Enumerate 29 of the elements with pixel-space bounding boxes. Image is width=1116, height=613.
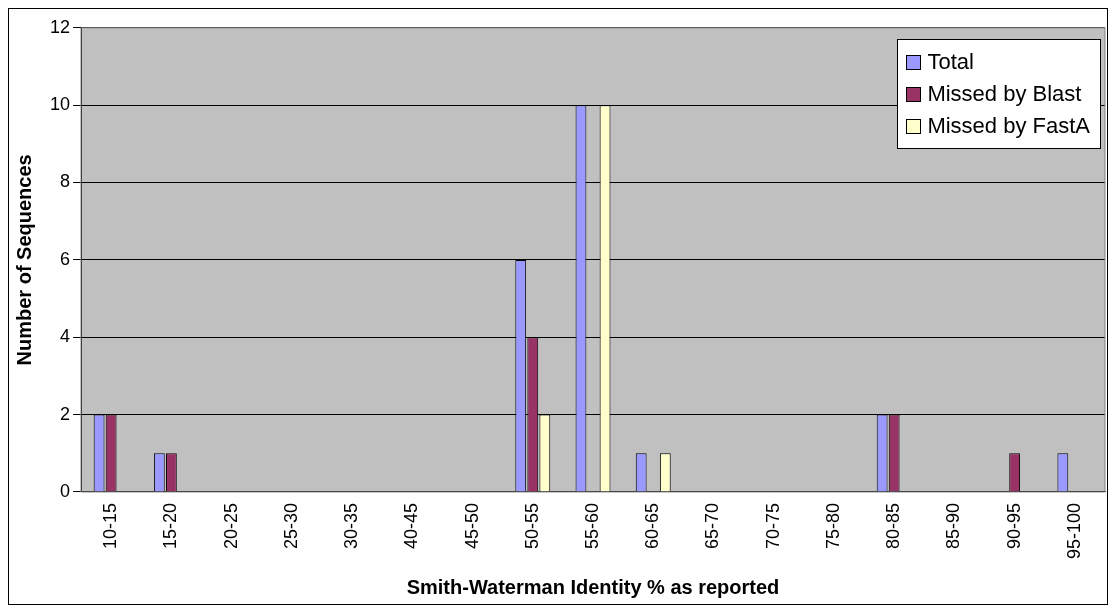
y-axis-title: Number of Sequences <box>12 154 35 366</box>
x-tick-label: 15-20 <box>160 502 181 549</box>
x-tick-label: 70-75 <box>762 502 783 549</box>
y-tick-label: 6 <box>60 248 71 269</box>
x-tick-label: 20-25 <box>220 502 241 549</box>
x-tick-label: 75-80 <box>822 502 843 549</box>
x-tick-label: 50-55 <box>521 502 542 549</box>
x-tick-label: 40-45 <box>401 502 422 549</box>
y-tick-label: 8 <box>60 171 71 192</box>
x-axis-title: Smith-Waterman Identity % as reported <box>406 575 780 598</box>
legend-label: Missed by Blast <box>927 81 1082 107</box>
x-tick-label: 55-60 <box>581 502 602 549</box>
y-tick-label: 4 <box>60 326 71 347</box>
x-tick-label: 85-90 <box>943 502 964 549</box>
x-tick-label: 90-95 <box>1003 502 1024 549</box>
x-tick-label: 60-65 <box>642 502 663 549</box>
x-tick-label: 10-15 <box>100 502 121 549</box>
legend-label: Total <box>927 49 974 75</box>
y-tick-label: 0 <box>60 480 71 501</box>
y-tick-label: 12 <box>49 16 71 37</box>
x-tick-label: 30-35 <box>341 502 362 549</box>
x-tick-label: 65-70 <box>702 502 723 549</box>
legend-label: Missed by FastA <box>927 113 1090 139</box>
x-tick-label: 95-100 <box>1063 502 1084 560</box>
x-tick-label: 25-30 <box>280 502 301 549</box>
y-tick-label: 2 <box>60 403 71 424</box>
x-tick-label: 45-50 <box>461 502 482 549</box>
y-tick-label: 10 <box>49 94 71 115</box>
x-tick-label: 80-85 <box>883 502 904 549</box>
